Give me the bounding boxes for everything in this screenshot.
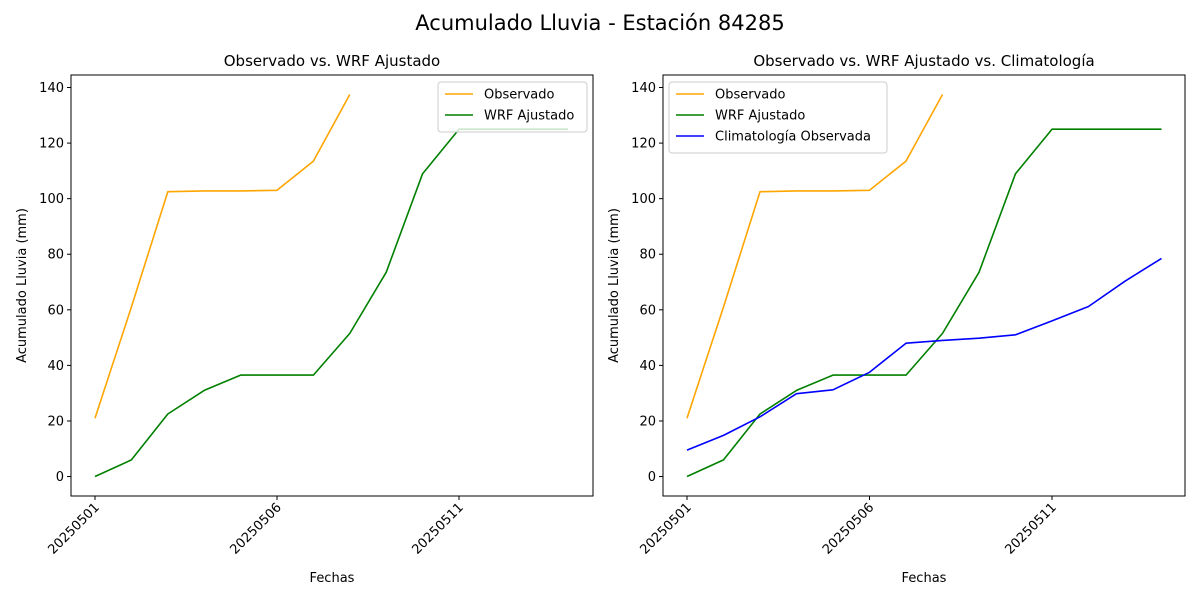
chart-left-ytick-label: 120 <box>39 137 64 152</box>
chart-right-series-observado <box>686 94 944 419</box>
chart-left-series-wrf-ajustado <box>94 128 569 478</box>
chart-left-legend: Observado WRF Ajustado <box>437 81 588 133</box>
chart-right-ytick-label: 60 <box>639 303 656 318</box>
chart-left-series-observado <box>94 94 351 419</box>
chart-right-xtick-label: 20250506 <box>820 500 877 557</box>
chart-right-xtick-label: 20250501 <box>637 500 694 557</box>
chart-left-ytick-label: 40 <box>47 359 64 374</box>
chart-right-ytick-label: 40 <box>639 359 656 374</box>
chart-right-legend-label: Observado <box>715 88 786 103</box>
chart-left-ytick-label: 100 <box>39 192 64 207</box>
chart-right-frame <box>662 74 1186 497</box>
chart-right-legend-box <box>668 81 888 154</box>
chart-left-xtick-label: 20250501 <box>45 500 102 557</box>
chart-right-legend-label: Climatología Observada <box>715 130 871 145</box>
chart-left-ytick-label: 80 <box>47 248 64 263</box>
chart-left-ytick-label: 140 <box>39 81 64 96</box>
chart-right-ytick-label: 0 <box>648 470 656 485</box>
figure-title: Acumulado Lluvia - Estación 84285 <box>415 11 784 35</box>
chart-right-legend-label: WRF Ajustado <box>715 109 805 124</box>
chart-left-legend-box <box>437 81 588 133</box>
chart-right-ylabel: Acumulado Lluvia (mm) <box>607 208 622 363</box>
chart-left-ytick-label: 0 <box>56 470 64 485</box>
chart-right-ytick-label: 140 <box>631 81 656 96</box>
chart-right-title: Observado vs. WRF Ajustado vs. Climatolo… <box>753 52 1094 70</box>
chart-right-ytick-label: 100 <box>631 192 656 207</box>
chart-left-legend-label: Observado <box>484 88 555 103</box>
chart-left: Observado vs. WRF Ajustado 0 20 40 60 80 100 1… <box>15 52 594 586</box>
chart-right-legend: Observado WRF Ajustado Climatología Observ… <box>668 81 888 154</box>
chart-left-xlabel: Fechas <box>310 571 355 586</box>
chart-left-ylabel: Acumulado Lluvia (mm) <box>15 208 30 363</box>
chart-right-xlabel: Fechas <box>902 571 947 586</box>
chart-left-legend-label: WRF Ajustado <box>484 109 574 124</box>
chart-right-xtick-label: 20250511 <box>1002 500 1059 557</box>
chart-right: Observado vs. WRF Ajustado vs. Climatolo… <box>607 52 1186 586</box>
chart-left-frame <box>70 74 594 497</box>
chart-right-ytick-label: 120 <box>631 137 656 152</box>
chart-right-ytick-label: 80 <box>639 248 656 263</box>
chart-left-title: Observado vs. WRF Ajustado <box>224 52 440 70</box>
chart-right-ytick-label: 20 <box>639 414 656 429</box>
chart-left-ytick-label: 20 <box>47 414 64 429</box>
chart-left-xtick-label: 20250506 <box>227 500 284 557</box>
chart-right-series-wrf-ajustado <box>686 128 1162 478</box>
chart-left-ytick-label: 60 <box>47 303 64 318</box>
chart-right-series-climatolog-a-observada <box>686 257 1162 451</box>
chart-left-xtick-label: 20250511 <box>409 500 466 557</box>
